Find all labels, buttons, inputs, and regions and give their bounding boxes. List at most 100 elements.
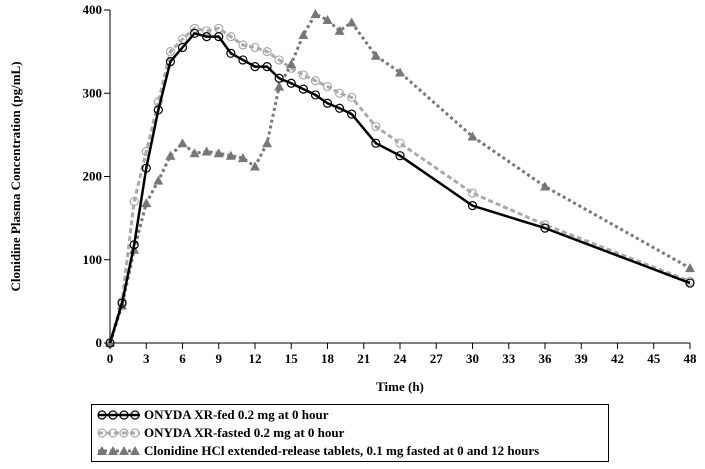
x-tick-label: 45 [647,351,661,366]
data-point [177,42,188,53]
data-point [250,62,260,72]
x-tick-label: 21 [357,351,370,366]
data-point [371,121,381,132]
data-point [274,81,285,91]
y-tick-label: 0 [96,335,103,350]
x-tick-label: 42 [611,351,624,366]
data-point [298,70,308,80]
data-point [262,47,272,57]
data-point [370,50,381,60]
data-point [334,25,345,35]
legend-marker [97,410,107,420]
legend-marker [119,446,129,455]
legend-marker [130,428,140,438]
data-point [105,338,115,348]
x-tick-label: 24 [394,351,408,366]
data-point [129,240,139,250]
data-point [347,109,357,119]
data-point [347,92,357,103]
legend-marker [130,446,140,455]
data-point [213,148,224,158]
x-tick-label: 15 [285,351,299,366]
data-point [467,201,478,211]
data-point [165,47,176,57]
data-point [274,55,284,65]
data-point [467,131,478,141]
data-point [334,88,345,98]
series-line [108,12,691,344]
data-point [189,148,200,158]
x-tick-label: 36 [539,351,553,366]
data-point [129,196,139,207]
data-point [395,138,405,148]
data-point [202,32,212,42]
x-tick-label: 48 [684,351,698,366]
legend-marker [119,410,129,420]
series-line [108,32,691,344]
legend-label-clonidine-hcl: Clonidine HCl extended-release tablets, … [144,443,540,458]
legend-marker [108,428,118,438]
data-point [165,150,176,160]
data-point [685,263,695,273]
data-point [226,48,236,58]
x-axis: 0 3 6 9 12 15 18 21 24 27 30 33 36 39 42 45 48 [107,343,697,366]
data-point [346,17,357,27]
data-point [262,62,272,72]
data-point [322,14,333,24]
data-point [395,67,405,77]
data-point [226,32,236,42]
series-2 [105,9,695,347]
data-point [189,28,200,38]
legend-marker [119,428,129,438]
y-axis: 0 100 200 300 400 [83,2,110,350]
data-point [310,9,321,19]
data-point [165,57,176,67]
series-0 [105,28,695,348]
data-point [322,81,333,92]
x-tick-label: 39 [575,351,589,366]
data-point [322,98,333,108]
y-tick-label: 400 [83,2,103,17]
x-tick-label: 0 [107,351,114,366]
legend-marker [130,410,140,420]
data-point [201,146,212,156]
data-point [250,161,260,171]
data-point [685,278,695,288]
data-point [202,26,212,36]
data-point [286,59,297,69]
data-point [540,181,550,191]
legend-marker [108,446,118,455]
data-point [141,163,151,173]
data-point [395,151,405,161]
series-layer [105,9,695,348]
x-tick-label: 12 [249,351,262,366]
x-tick-label: 9 [216,351,223,366]
x-tick-label: 27 [430,351,444,366]
data-point [467,188,478,198]
data-point [225,150,236,160]
legend-item-fasted: ONYDA XR-fasted 0.2 mg at 0 hour [96,425,344,441]
y-axis-title: Clonidine Plasma Concentration (pg/mL) [8,61,23,291]
legend-label-fed: ONYDA XR-fed 0.2 mg at 0 hour [144,407,329,422]
legend-item-clonidine-hcl: Clonidine HCl extended-release tablets, … [96,443,539,459]
legend-marker [97,446,107,455]
x-tick-label: 33 [502,351,516,366]
plot-area [109,10,690,344]
legend-swatch-fasted [97,428,140,438]
data-point [334,103,345,113]
x-tick-label: 18 [321,351,335,366]
legend-swatch-fed [97,410,140,420]
data-point [238,40,248,50]
legend-label-fasted: ONYDA XR-fasted 0.2 mg at 0 hour [144,425,345,440]
data-point [177,138,188,148]
data-point [153,105,163,115]
data-point [117,298,127,308]
x-tick-label: 30 [466,351,479,366]
y-tick-label: 300 [83,85,103,100]
data-point [298,29,309,39]
legend: ONYDA XR-fed 0.2 mg at 0 hour ONYDA XR-f… [91,404,609,462]
data-point [237,153,248,163]
x-axis-title: Time (h) [376,379,424,394]
data-point [298,84,308,94]
